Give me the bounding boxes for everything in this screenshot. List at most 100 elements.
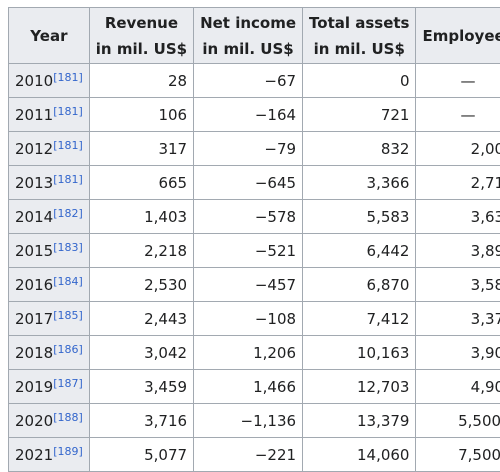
employees-cell: — — [415, 63, 500, 98]
reference-link[interactable]: [187] — [53, 376, 83, 390]
reference-link[interactable]: [181] — [53, 104, 83, 118]
net-income-cell: −457 — [193, 267, 304, 302]
financials-table: Year Revenue in mil. US$ Net income in mil… — [8, 7, 500, 472]
revenue-cell: 665 — [88, 165, 195, 200]
year-cell: 2011[181] — [8, 97, 90, 132]
financials-table-container: Year Revenue in mil. US$ Net income in mil… — [8, 7, 500, 472]
revenue-cell: 106 — [88, 97, 195, 132]
year-label: 2012 — [15, 139, 54, 158]
year-label: 2017 — [15, 309, 54, 328]
employees-cell: 3,898 — [415, 233, 500, 268]
total-assets-cell: 10,163 — [302, 335, 417, 370]
total-assets-cell: 6,442 — [302, 233, 417, 268]
employees-cell: 3,583 — [415, 267, 500, 302]
year-cell: 2013[181] — [8, 165, 90, 200]
reference-link[interactable]: [181] — [53, 70, 83, 84]
header-net-income: Net income in mil. US$ — [193, 7, 304, 64]
table-header: Year Revenue in mil. US$ Net income in mil… — [8, 7, 500, 64]
header-year: Year — [8, 7, 90, 64]
year-cell: 2016[184] — [8, 267, 90, 302]
year-cell: 2017[185] — [8, 301, 90, 336]
net-income-cell: −221 — [193, 437, 304, 472]
net-income-cell: −79 — [193, 131, 304, 166]
total-assets-cell: 5,583 — [302, 199, 417, 234]
net-income-cell: −164 — [193, 97, 304, 132]
table-row: 2011[181] 106 −164 721— — [8, 97, 500, 132]
header-total-assets-unit: in mil. US$ — [313, 39, 405, 58]
net-income-cell: −67 — [193, 63, 304, 98]
net-income-cell: −578 — [193, 199, 304, 234]
total-assets-cell: 0 — [302, 63, 417, 98]
year-cell: 2014[182] — [8, 199, 90, 234]
year-label: 2019 — [15, 377, 54, 396]
reference-link[interactable]: [181] — [53, 172, 83, 186]
reference-link[interactable]: [182] — [53, 206, 83, 220]
year-label: 2021 — [15, 445, 54, 464]
employees-cell: 5,500+ — [415, 403, 500, 438]
total-assets-cell: 7,412 — [302, 301, 417, 336]
year-cell: 2020[188] — [8, 403, 90, 438]
header-revenue-unit: in mil. US$ — [95, 39, 188, 58]
header-employees: Employees — [415, 7, 500, 64]
year-label: 2014 — [15, 207, 54, 226]
total-assets-cell: 3,366 — [302, 165, 417, 200]
year-label: 2011 — [15, 105, 54, 124]
reference-link[interactable]: [183] — [53, 240, 83, 254]
revenue-cell: 2,530 — [88, 267, 195, 302]
year-label: 2013 — [15, 173, 54, 192]
net-income-cell: −521 — [193, 233, 304, 268]
header-net-income-title: Net income — [200, 13, 297, 32]
year-label: 2018 — [15, 343, 54, 362]
reference-link[interactable]: [188] — [53, 410, 83, 424]
reference-link[interactable]: [181] — [53, 138, 83, 152]
table-row: 2010[181] 28 −67 0— — [8, 63, 500, 98]
net-income-cell: −1,136 — [193, 403, 304, 438]
header-net-income-unit: in mil. US$ — [202, 39, 294, 58]
employees-cell: 3,900 — [415, 335, 500, 370]
reference-link[interactable]: [189] — [53, 444, 83, 458]
year-cell: 2019[187] — [8, 369, 90, 404]
revenue-cell: 28 — [88, 63, 195, 98]
total-assets-cell: 14,060 — [302, 437, 417, 472]
header-row: Year Revenue in mil. US$ Net income in mil… — [8, 7, 500, 64]
reference-link[interactable]: [184] — [53, 274, 83, 288]
total-assets-cell: 721 — [302, 97, 417, 132]
table-body: 2010[181] 28 −67 0—2011[181] 106 −164 721—2012… — [8, 63, 500, 472]
header-total-assets: Total assets in mil. US$ — [302, 7, 417, 64]
header-total-assets-title: Total assets — [309, 13, 410, 32]
year-cell: 2012[181] — [8, 131, 90, 166]
total-assets-cell: 832 — [302, 131, 417, 166]
revenue-cell: 3,459 — [88, 369, 195, 404]
net-income-cell: 1,206 — [193, 335, 304, 370]
year-cell: 2018[186] — [8, 335, 90, 370]
net-income-cell: 1,466 — [193, 369, 304, 404]
revenue-cell: 3,042 — [88, 335, 195, 370]
year-label: 2020 — [15, 411, 54, 430]
total-assets-cell: 13,379 — [302, 403, 417, 438]
year-label: 2016 — [15, 275, 54, 294]
revenue-cell: 2,443 — [88, 301, 195, 336]
net-income-cell: −645 — [193, 165, 304, 200]
revenue-cell: 1,403 — [88, 199, 195, 234]
reference-link[interactable]: [185] — [53, 308, 83, 322]
year-cell: 2010[181] — [8, 63, 90, 98]
revenue-cell: 317 — [88, 131, 195, 166]
revenue-cell: 5,077 — [88, 437, 195, 472]
header-revenue: Revenue in mil. US$ — [88, 7, 195, 64]
employees-cell: 2,000 — [415, 131, 500, 166]
employees-cell: 4,900 — [415, 369, 500, 404]
header-revenue-title: Revenue — [104, 13, 179, 32]
reference-link[interactable]: [186] — [53, 342, 83, 356]
net-income-cell: −108 — [193, 301, 304, 336]
employees-cell: 3,638 — [415, 199, 500, 234]
